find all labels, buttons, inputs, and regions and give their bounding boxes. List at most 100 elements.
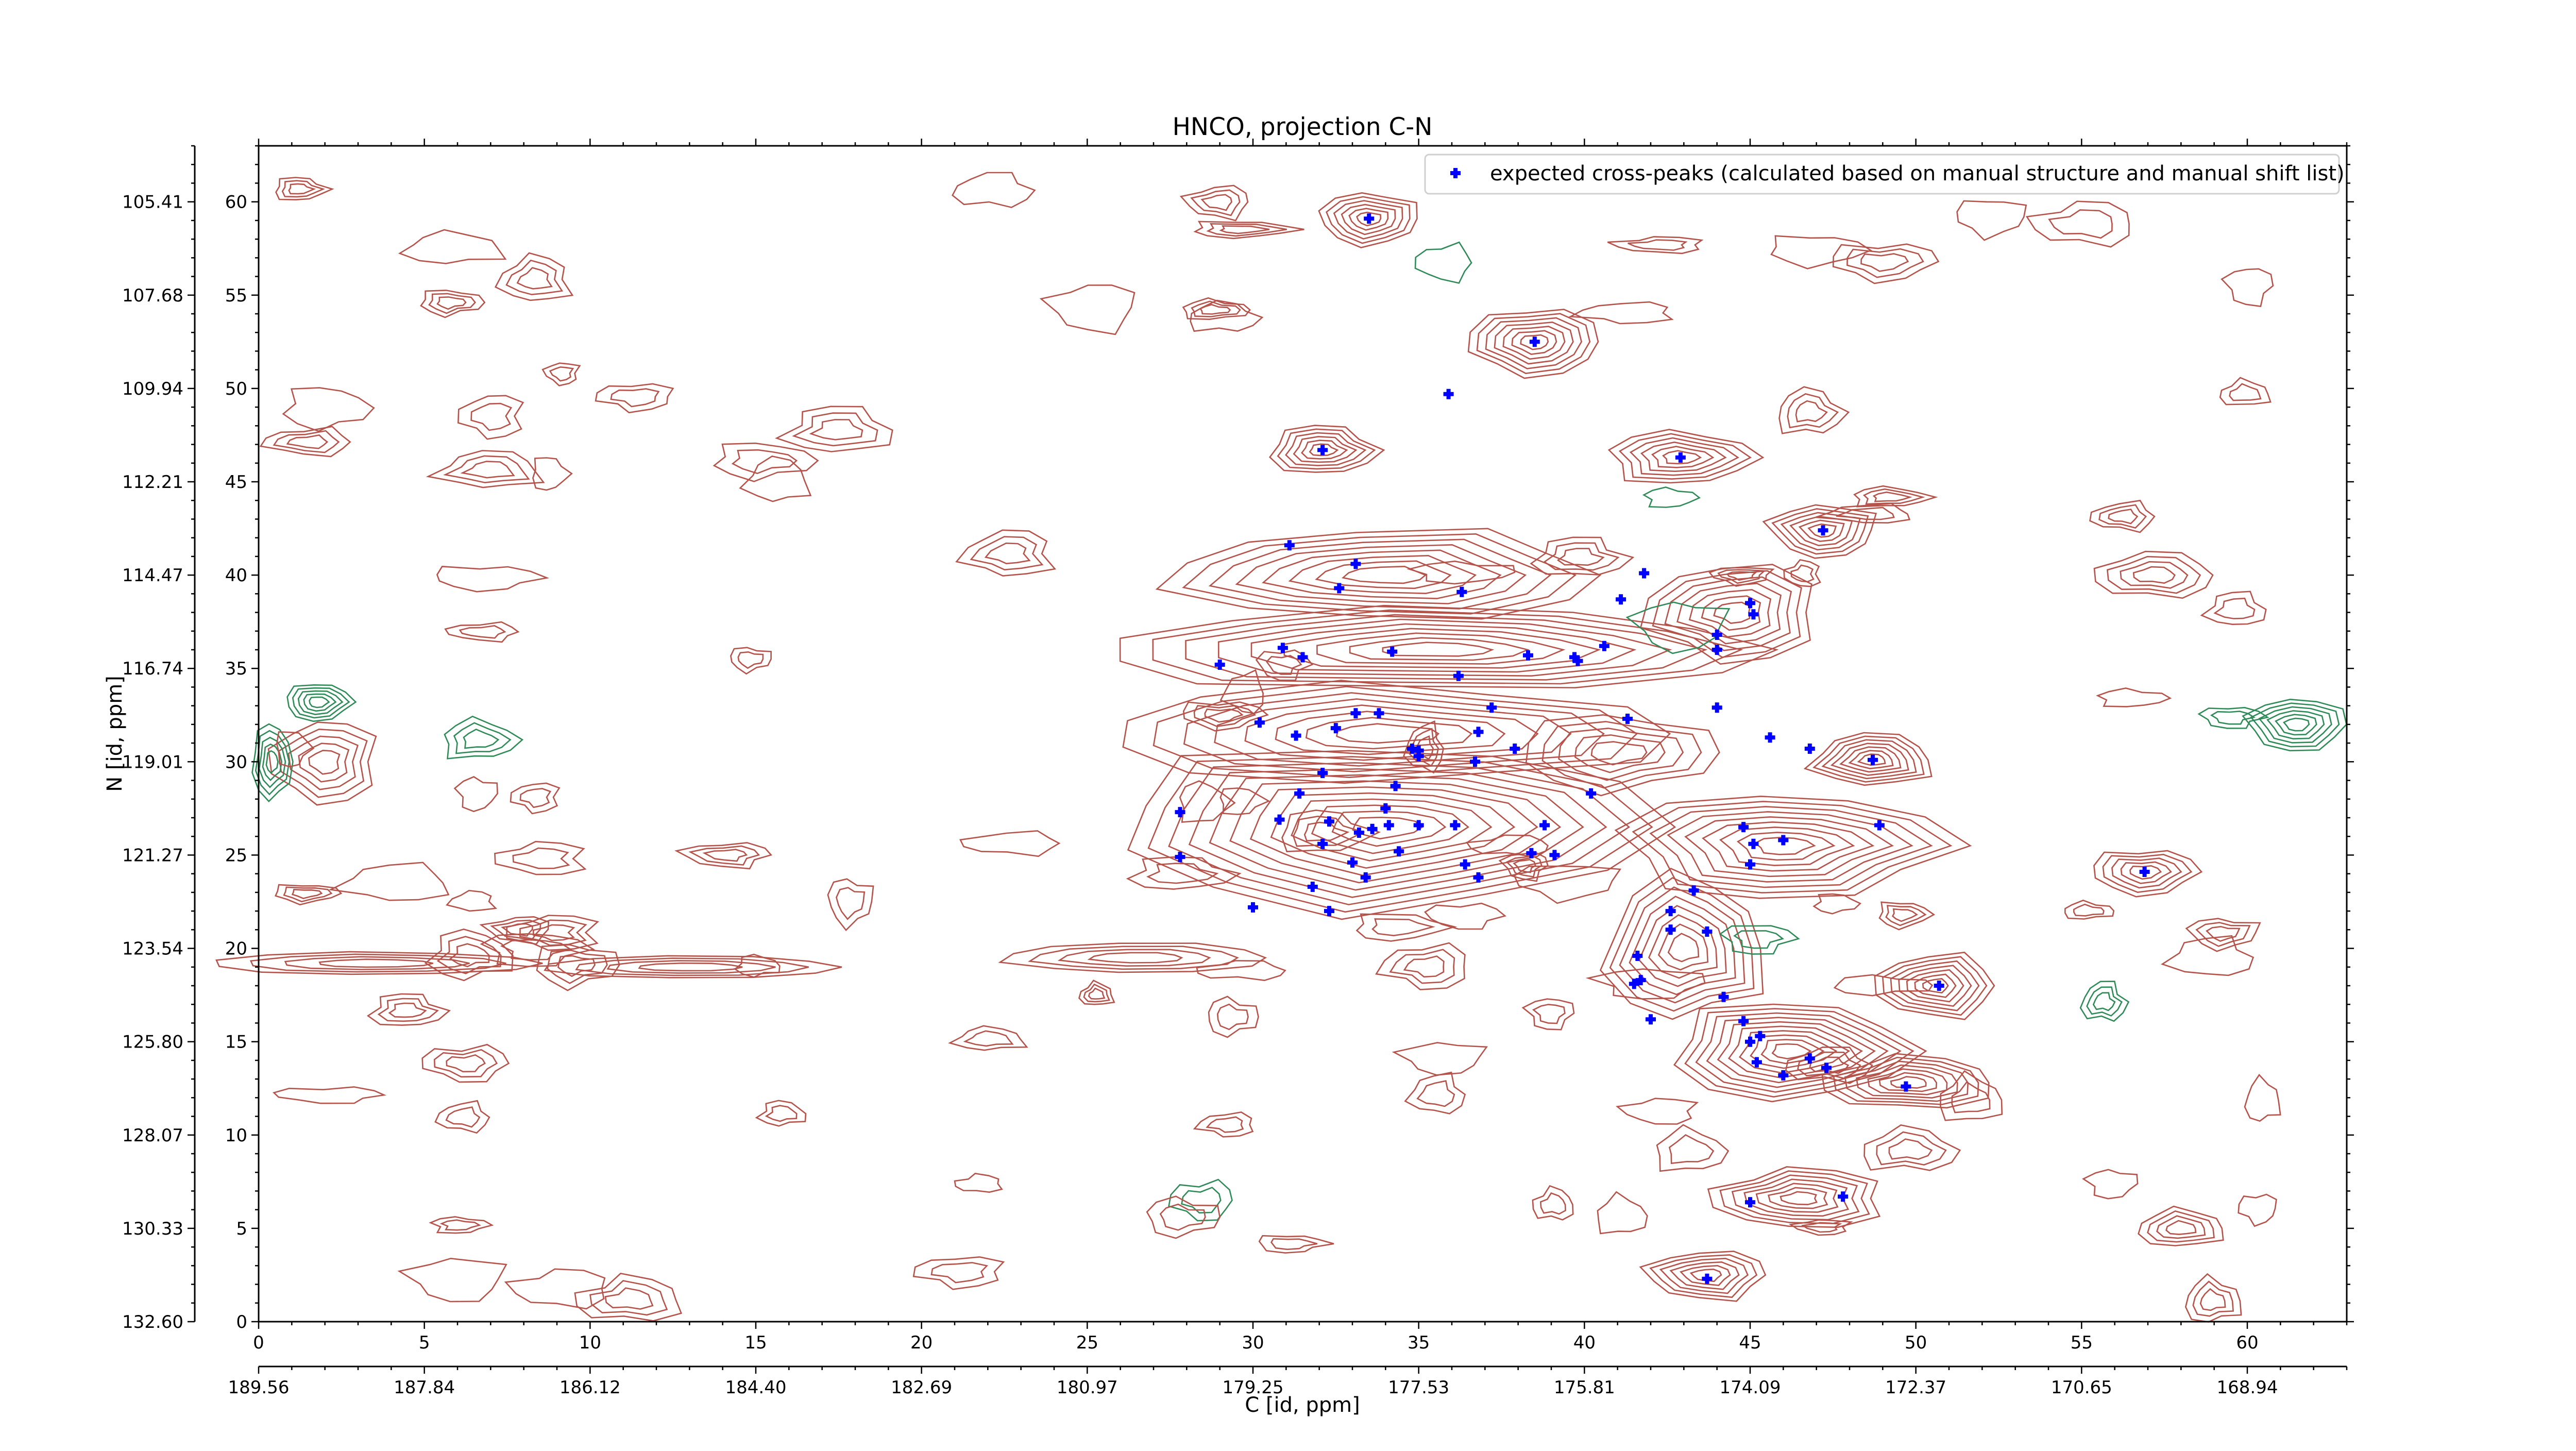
cross-peak bbox=[1248, 902, 1258, 913]
x-ppm-tick-label: 180.97 bbox=[1057, 1377, 1118, 1398]
cross-peak bbox=[1639, 568, 1650, 579]
contour-line bbox=[1288, 554, 1477, 595]
contour-line bbox=[1250, 623, 1637, 673]
y-ppm-tick-label: 130.33 bbox=[122, 1219, 183, 1239]
contour-line bbox=[1316, 632, 1566, 665]
cross-peak bbox=[1702, 1273, 1713, 1284]
contour-line bbox=[1780, 1191, 1818, 1206]
contour-line bbox=[444, 715, 524, 760]
contour-line bbox=[1179, 780, 1236, 823]
contour-line bbox=[457, 395, 524, 440]
contour-line bbox=[955, 529, 1057, 577]
contour-line bbox=[1196, 960, 1286, 982]
contour-line bbox=[2096, 687, 2172, 707]
cross-peak bbox=[2139, 867, 2150, 877]
contour-line bbox=[2200, 590, 2267, 626]
cross-peak bbox=[1838, 1191, 1849, 1202]
contour-line bbox=[1812, 735, 1925, 783]
x-index-tick-label: 50 bbox=[1905, 1332, 1927, 1353]
contour-line bbox=[1695, 1012, 1902, 1093]
contour-line bbox=[297, 690, 344, 715]
contour-line bbox=[1341, 204, 1396, 235]
contour-line bbox=[1465, 834, 1549, 857]
cross-peak bbox=[1751, 1057, 1762, 1068]
contour-line bbox=[541, 362, 581, 386]
contour-line bbox=[2244, 1073, 2281, 1122]
contour-line bbox=[506, 915, 599, 951]
contour-line bbox=[494, 252, 574, 301]
cross-peak bbox=[1383, 820, 1394, 831]
contour-line bbox=[1688, 589, 1772, 638]
cross-peak bbox=[1380, 803, 1391, 814]
contour-line bbox=[1599, 868, 1764, 1020]
contour-line bbox=[1790, 564, 1815, 583]
contour-line bbox=[1168, 762, 1631, 905]
cross-peak bbox=[1394, 846, 1404, 857]
contour-line bbox=[1216, 1003, 1249, 1031]
contour-line bbox=[443, 455, 530, 483]
contour-line bbox=[1219, 787, 1270, 815]
contour-line bbox=[267, 721, 377, 806]
legend-marker bbox=[1450, 168, 1461, 178]
contour-line bbox=[1717, 569, 1766, 584]
contour-line bbox=[1906, 969, 1964, 1003]
cross-peak bbox=[1632, 951, 1643, 961]
contour-line bbox=[2111, 857, 2182, 889]
cross-peak bbox=[1317, 838, 1328, 849]
cross-peak bbox=[1334, 583, 1345, 594]
cross-peak bbox=[1254, 717, 1265, 728]
contour-line bbox=[1585, 968, 1706, 1000]
contour-line bbox=[2120, 561, 2189, 589]
contour-line bbox=[2025, 200, 2130, 248]
contour-line bbox=[2098, 504, 2147, 529]
contour-line bbox=[1795, 400, 1828, 423]
contour-line bbox=[1301, 440, 1348, 460]
contour-line bbox=[1876, 1131, 1947, 1166]
contour-line bbox=[1657, 923, 1709, 971]
contour-line bbox=[1494, 321, 1574, 365]
contour-line bbox=[2185, 918, 2261, 952]
cross-peak bbox=[1347, 857, 1358, 868]
contour-line bbox=[1639, 1251, 1767, 1302]
contour-line bbox=[809, 419, 863, 441]
contour-line bbox=[536, 944, 620, 991]
contour-line bbox=[1265, 655, 1302, 675]
cross-peak bbox=[1364, 213, 1375, 224]
contour-line bbox=[1798, 519, 1845, 542]
contour-line bbox=[1403, 720, 1445, 774]
contour-line bbox=[1862, 488, 1925, 505]
contour-line bbox=[2250, 702, 2340, 748]
x-ppm-tick-label: 189.56 bbox=[228, 1377, 290, 1398]
contour-line bbox=[1863, 1124, 1961, 1171]
cross-peak bbox=[1821, 1062, 1832, 1073]
contour-line bbox=[1809, 1056, 1850, 1074]
cross-peak bbox=[1745, 1036, 1755, 1047]
contour-line bbox=[1676, 582, 1782, 645]
cross-peak bbox=[1745, 598, 1755, 609]
cross-peak bbox=[1745, 1197, 1755, 1208]
cross-peak bbox=[1307, 882, 1318, 892]
y-index-tick-label: 30 bbox=[225, 752, 247, 772]
cross-peak bbox=[1702, 926, 1713, 937]
contour-line bbox=[1878, 1072, 1938, 1092]
legend: expected cross-peaks (calculated based o… bbox=[1424, 154, 2345, 195]
x-index-tick-label: 15 bbox=[744, 1332, 767, 1353]
contour-line bbox=[1656, 1124, 1730, 1172]
y-index-tick-label: 60 bbox=[225, 192, 247, 213]
contour-line bbox=[2129, 865, 2162, 880]
contour-line bbox=[702, 849, 748, 862]
contour-line bbox=[288, 183, 316, 195]
contour-line bbox=[1807, 523, 1837, 538]
contour-line bbox=[1731, 1174, 1860, 1221]
contour-line bbox=[500, 939, 572, 961]
contour-line bbox=[1382, 642, 1495, 657]
cross-peak bbox=[1635, 975, 1646, 986]
contour-line bbox=[1651, 446, 1715, 468]
contour-line bbox=[1874, 951, 1995, 1020]
contour-line bbox=[428, 293, 477, 314]
contour-line bbox=[2147, 1210, 2215, 1243]
cross-peak bbox=[1818, 525, 1828, 536]
contour-line bbox=[1467, 309, 1599, 379]
contour-line bbox=[388, 1002, 427, 1018]
contour-line bbox=[2229, 383, 2262, 401]
